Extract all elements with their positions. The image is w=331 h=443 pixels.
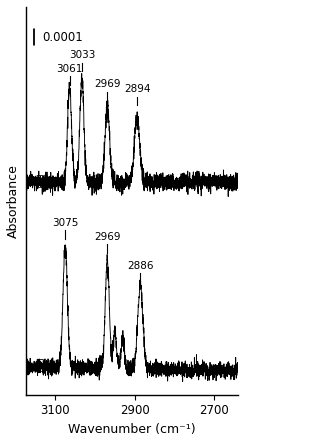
Text: 2969: 2969 xyxy=(94,232,120,242)
Text: 2886: 2886 xyxy=(127,260,154,271)
Y-axis label: Absorbance: Absorbance xyxy=(7,164,20,238)
Text: 3061: 3061 xyxy=(56,64,83,74)
X-axis label: Wavenumber (cm⁻¹): Wavenumber (cm⁻¹) xyxy=(68,423,196,436)
Text: ⓐ: ⓐ xyxy=(35,359,43,373)
Text: 0.0001: 0.0001 xyxy=(42,31,83,43)
Text: 2894: 2894 xyxy=(124,84,150,94)
Text: 2969: 2969 xyxy=(94,79,120,89)
Text: 3033: 3033 xyxy=(69,51,95,60)
Text: 3075: 3075 xyxy=(52,218,78,228)
Text: ⓑ: ⓑ xyxy=(35,175,43,188)
